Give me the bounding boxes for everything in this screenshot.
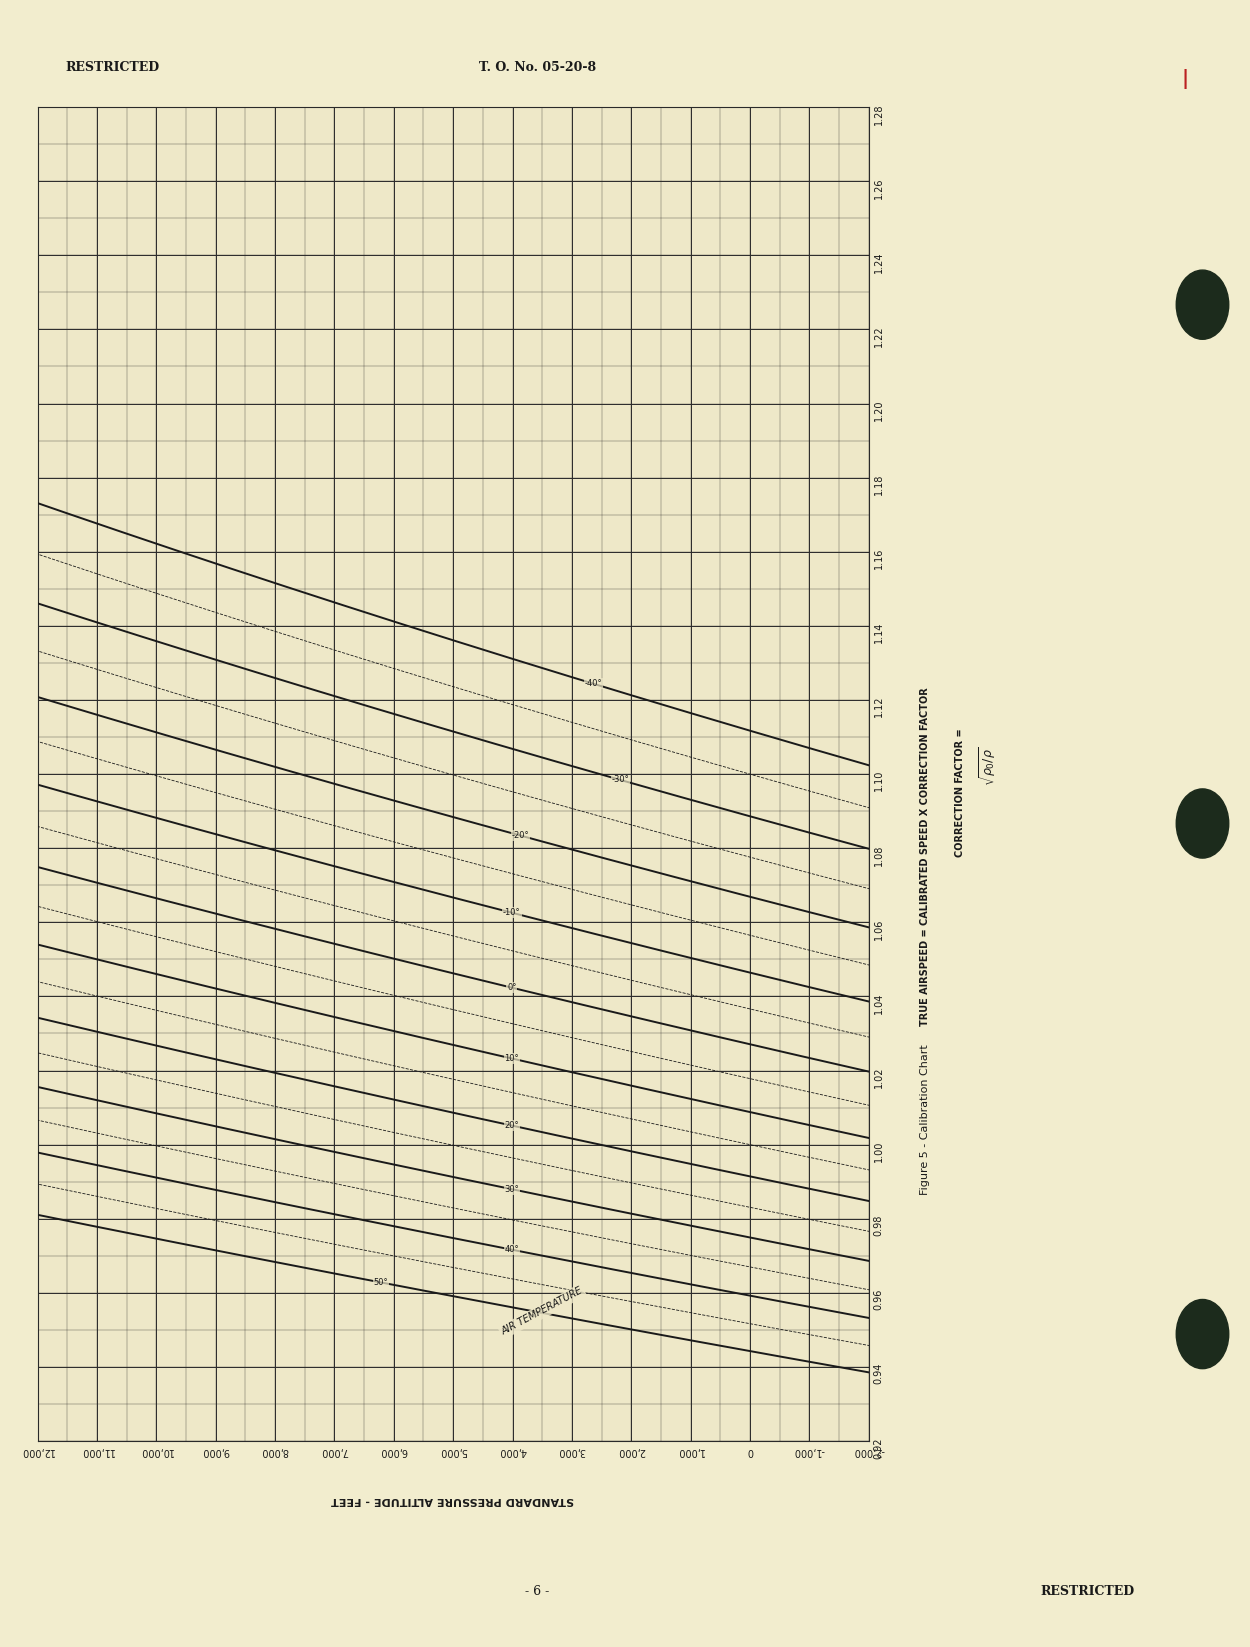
Text: -10°: -10° (503, 907, 521, 917)
Text: Figure 5 - Calibration Chart: Figure 5 - Calibration Chart (920, 1044, 930, 1196)
Text: CORRECTION FACTOR =: CORRECTION FACTOR = (955, 725, 965, 856)
Text: 0°: 0° (508, 983, 516, 991)
Text: T. O. No. 05-20-8: T. O. No. 05-20-8 (479, 61, 596, 74)
Text: |: | (1181, 69, 1189, 89)
Text: AIR TEMPERATURE: AIR TEMPERATURE (500, 1286, 585, 1337)
Text: RESTRICTED: RESTRICTED (1040, 1584, 1135, 1598)
Text: 10°: 10° (505, 1054, 519, 1062)
Text: 40°: 40° (505, 1245, 519, 1253)
Text: 20°: 20° (505, 1122, 519, 1130)
Text: STANDARD PRESSURE ALTITUDE - FEET: STANDARD PRESSURE ALTITUDE - FEET (331, 1495, 574, 1505)
Text: RESTRICTED: RESTRICTED (65, 61, 159, 74)
Text: 30°: 30° (505, 1184, 519, 1194)
Text: - 6 -: - 6 - (525, 1584, 550, 1598)
Text: 50°: 50° (374, 1278, 389, 1286)
Text: -20°: -20° (512, 832, 530, 840)
Text: $\sqrt{\rho_0 / \rho}$: $\sqrt{\rho_0 / \rho}$ (978, 746, 998, 786)
Text: TRUE AIRSPEED = CALIBRATED SPEED X CORRECTION FACTOR: TRUE AIRSPEED = CALIBRATED SPEED X CORRE… (920, 687, 930, 1026)
Text: -40°: -40° (585, 679, 602, 688)
Text: -30°: -30° (611, 776, 629, 784)
